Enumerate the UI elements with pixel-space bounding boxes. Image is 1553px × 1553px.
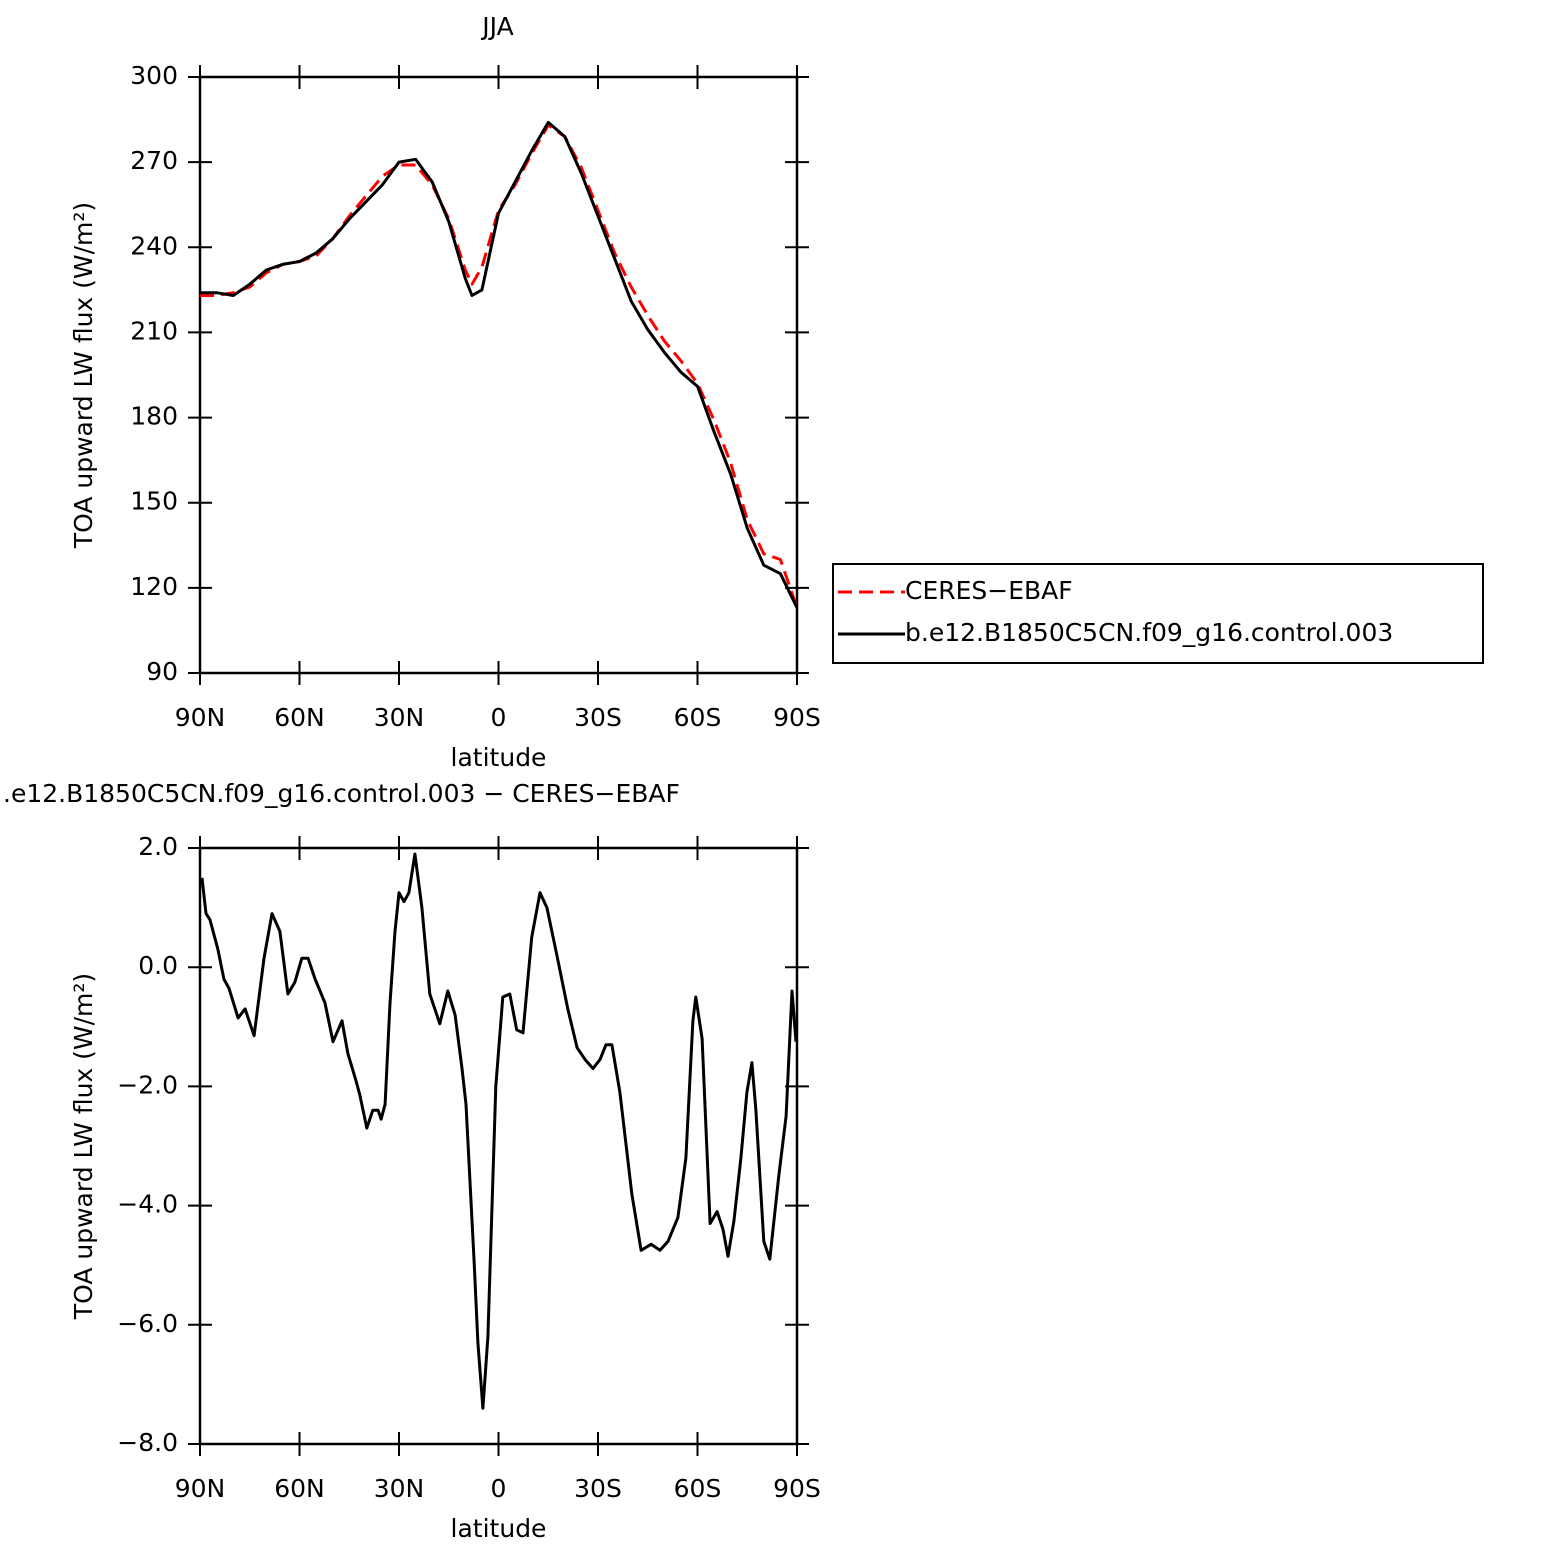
- y-tick-label: 0.0: [138, 951, 178, 980]
- x-tick-label: 90N: [175, 703, 226, 732]
- chart-title: .e12.B1850C5CN.f09_g16.control.003 − CER…: [3, 779, 680, 808]
- y-tick-label: 240: [130, 231, 178, 260]
- x-tick-label: 60S: [674, 703, 722, 732]
- x-tick-label: 90N: [175, 1474, 226, 1503]
- y-tick-label: 90: [146, 657, 178, 686]
- data-line: [200, 852, 798, 1410]
- x-tick-label: 60N: [274, 1474, 325, 1503]
- x-axis-label: latitude: [451, 743, 547, 772]
- y-tick-label: 120: [130, 572, 178, 601]
- x-tick-label: 0: [491, 703, 507, 732]
- x-tick-label: 90S: [773, 1474, 821, 1503]
- legend-label: b.e12.B1850C5CN.f09_g16.control.003: [905, 618, 1393, 647]
- x-tick-label: 30S: [574, 703, 622, 732]
- y-tick-label: −6.0: [117, 1309, 178, 1338]
- data-line: [200, 123, 799, 609]
- x-tick-label: 60S: [674, 1474, 722, 1503]
- x-tick-label: 0: [491, 1474, 507, 1503]
- x-tick-label: 60N: [274, 703, 325, 732]
- y-tick-label: 270: [130, 146, 178, 175]
- data-line: [200, 120, 799, 609]
- x-tick-label: 30S: [574, 1474, 622, 1503]
- y-tick-label: −8.0: [117, 1428, 178, 1457]
- chart-title: JJA: [480, 12, 513, 41]
- x-axis-label: latitude: [451, 1514, 547, 1543]
- y-tick-label: −2.0: [117, 1070, 178, 1099]
- y-axis-label: TOA upward LW flux (W/m²): [69, 973, 98, 1320]
- y-axis-label: TOA upward LW flux (W/m²): [69, 202, 98, 549]
- plot-frame: [198, 75, 799, 675]
- y-tick-label: 2.0: [138, 832, 178, 861]
- legend-box: [832, 563, 1484, 664]
- y-tick-label: 300: [130, 61, 178, 90]
- x-tick-label: 90S: [773, 703, 821, 732]
- y-tick-label: 210: [130, 316, 178, 345]
- y-tick-label: 180: [130, 402, 178, 431]
- x-tick-label: 30N: [374, 703, 425, 732]
- y-tick-label: 150: [130, 487, 178, 516]
- y-tick-label: −4.0: [117, 1190, 178, 1219]
- legend-label: CERES−EBAF: [905, 576, 1073, 605]
- x-tick-label: 30N: [374, 1474, 425, 1503]
